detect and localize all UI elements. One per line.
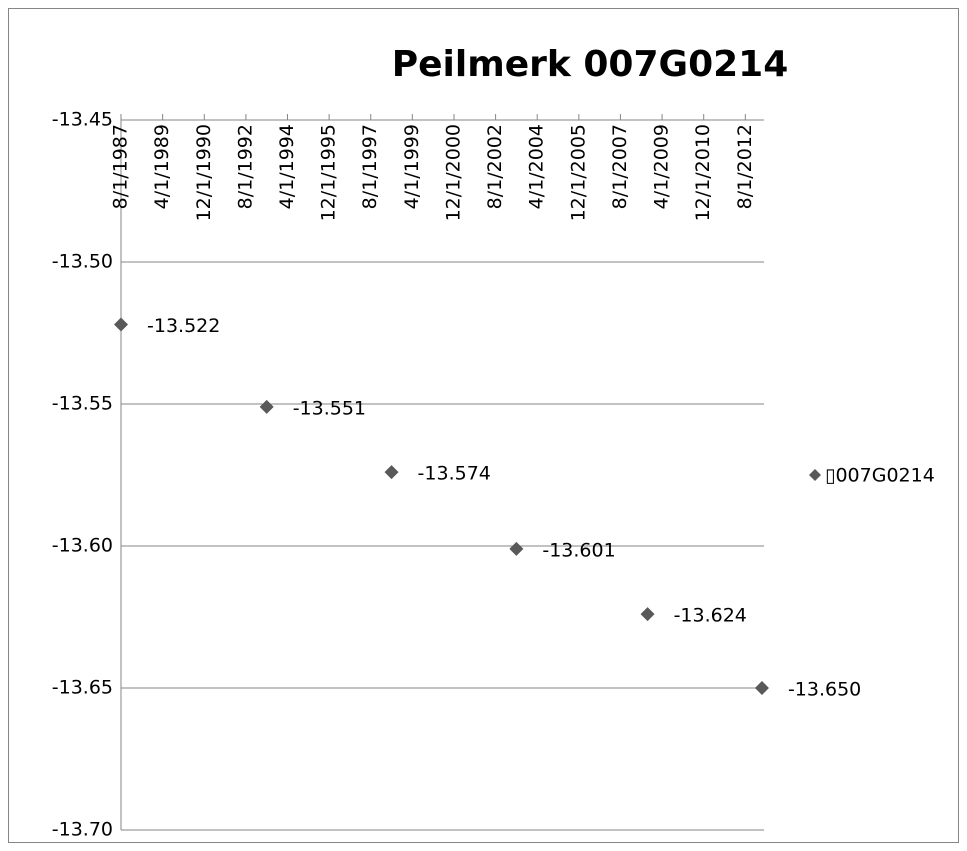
y-tick-label: -13.55 — [52, 393, 113, 415]
x-tick-label: 4/1/1989 — [151, 124, 173, 209]
data-point — [509, 541, 524, 556]
data-label: -13.522 — [147, 315, 220, 337]
data-point — [640, 607, 655, 622]
x-tick-label: 4/1/1994 — [276, 124, 298, 209]
x-tick-label: 8/1/1997 — [359, 124, 381, 209]
data-point — [384, 465, 399, 480]
data-label: -13.650 — [788, 679, 861, 701]
data-point — [754, 681, 769, 695]
data-label: -13.624 — [674, 605, 747, 627]
x-tick-label: 4/1/1999 — [401, 124, 423, 209]
data-label: -13.601 — [542, 539, 615, 561]
data-label: -13.574 — [418, 463, 491, 485]
x-tick-label: 12/1/1990 — [193, 124, 215, 221]
x-tick-label: 12/1/2010 — [692, 124, 714, 221]
x-tick-label: 12/1/1995 — [318, 124, 340, 221]
y-tick-label: -13.50 — [52, 251, 113, 273]
y-tick-label: -13.65 — [52, 677, 113, 699]
data-point — [114, 317, 128, 332]
y-tick-label: -13.60 — [52, 535, 113, 557]
y-tick-label: -13.45 — [52, 109, 113, 131]
x-tick-label: 8/1/1987 — [110, 124, 132, 209]
legend-marker — [809, 469, 821, 481]
x-tick-label: 8/1/2007 — [609, 124, 631, 209]
x-tick-label: 8/1/2002 — [484, 124, 506, 209]
data-point — [259, 399, 274, 414]
y-tick-label: -13.70 — [52, 819, 113, 841]
x-tick-label: 8/1/1992 — [234, 124, 256, 209]
data-label: -13.551 — [293, 397, 366, 419]
x-tick-label: 4/1/2004 — [526, 124, 548, 209]
legend-label: ▯007G0214 — [825, 465, 935, 487]
x-tick-label: 12/1/2000 — [443, 124, 465, 221]
chart-border — [8, 8, 959, 843]
x-tick-label: 12/1/2005 — [567, 124, 589, 221]
x-tick-label: 4/1/2009 — [651, 124, 673, 209]
chart-title: Peilmerk 007G0214 — [392, 44, 789, 85]
x-tick-label: 8/1/2012 — [734, 124, 756, 209]
